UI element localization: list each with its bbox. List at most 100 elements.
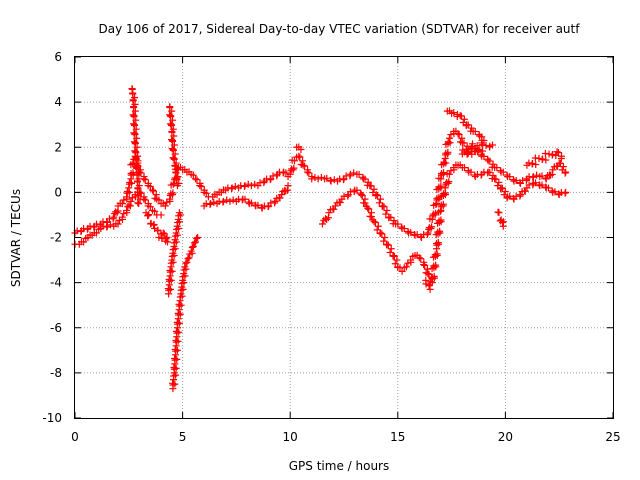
data-point	[415, 254, 423, 262]
data-point	[420, 261, 428, 269]
data-point	[291, 157, 299, 165]
data-point	[506, 192, 514, 200]
data-point	[134, 191, 142, 199]
data-point	[127, 197, 135, 205]
data-point	[241, 182, 249, 190]
data-point	[132, 125, 140, 133]
data-point	[480, 152, 488, 160]
data-point	[357, 191, 365, 199]
data-point	[554, 149, 562, 157]
data-point	[495, 178, 503, 186]
data-point	[132, 163, 140, 171]
data-point	[173, 182, 181, 190]
data-point	[444, 138, 452, 146]
axis-ticks	[74, 56, 614, 419]
data-point	[471, 128, 479, 136]
data-point	[301, 162, 309, 170]
data-point	[228, 184, 236, 192]
data-point	[132, 155, 140, 163]
data-point	[455, 131, 463, 139]
data-point	[374, 222, 382, 230]
data-point	[377, 229, 385, 237]
data-point	[289, 166, 297, 174]
data-point	[317, 173, 325, 181]
data-point	[434, 239, 442, 247]
data-point	[365, 205, 373, 213]
data-point	[350, 169, 358, 177]
data-point	[516, 191, 524, 199]
x-tick-label: 5	[179, 430, 187, 444]
data-point	[381, 234, 389, 241]
data-point	[460, 115, 468, 123]
data-point	[479, 147, 487, 155]
data-point	[464, 121, 472, 129]
data-point	[231, 182, 239, 190]
data-point	[387, 213, 395, 221]
y-tick-label: 4	[54, 95, 62, 109]
data-point	[468, 144, 476, 152]
data-point	[93, 229, 101, 237]
x-axis-label: GPS time / hours	[289, 459, 390, 473]
data-point	[135, 200, 143, 208]
data-point	[553, 148, 561, 156]
data-point	[475, 146, 483, 154]
data-point	[375, 199, 383, 207]
data-point	[544, 184, 552, 192]
data-point	[188, 243, 196, 251]
data-point	[169, 116, 177, 124]
data-point	[161, 202, 169, 210]
data-point	[489, 160, 497, 168]
data-point	[170, 132, 178, 140]
data-point	[134, 178, 142, 186]
data-point	[486, 157, 494, 165]
data-point	[318, 220, 326, 228]
data-point	[461, 148, 469, 156]
data-point	[142, 209, 150, 217]
data-point	[421, 261, 429, 269]
data-point	[113, 209, 121, 217]
data-point	[370, 218, 378, 226]
plot-frame	[74, 56, 614, 419]
data-point	[126, 178, 134, 186]
data-point	[407, 228, 415, 236]
data-point	[166, 120, 174, 128]
data-point	[166, 195, 174, 203]
data-point	[327, 177, 335, 185]
data-point	[171, 150, 179, 158]
data-point	[532, 160, 540, 168]
data-point	[426, 281, 434, 289]
data-point	[202, 189, 210, 197]
data-point	[551, 188, 559, 196]
data-point	[118, 200, 126, 208]
data-point	[147, 219, 155, 227]
data-point	[190, 239, 198, 247]
data-point	[131, 147, 139, 155]
data-point	[384, 241, 392, 249]
data-point	[219, 197, 227, 205]
data-point	[189, 171, 197, 179]
data-point	[400, 225, 408, 233]
data-point	[497, 216, 505, 224]
data-point	[107, 221, 115, 229]
data-point	[542, 175, 550, 183]
data-point	[501, 187, 509, 195]
data-point	[428, 215, 436, 223]
data-point	[380, 237, 388, 245]
data-point	[468, 150, 476, 158]
data-point	[193, 234, 201, 242]
data-point	[187, 247, 195, 255]
data-point	[430, 272, 438, 280]
data-point	[380, 203, 388, 211]
data-point	[299, 161, 307, 169]
data-point	[361, 199, 369, 207]
data-point	[150, 187, 158, 195]
data-point	[379, 202, 387, 210]
data-point	[390, 252, 398, 260]
data-point	[373, 226, 381, 234]
data-point	[436, 227, 444, 235]
data-point	[353, 186, 361, 194]
data-point	[131, 140, 139, 148]
data-point	[428, 223, 436, 231]
data-point	[193, 176, 201, 184]
data-point	[499, 168, 507, 176]
